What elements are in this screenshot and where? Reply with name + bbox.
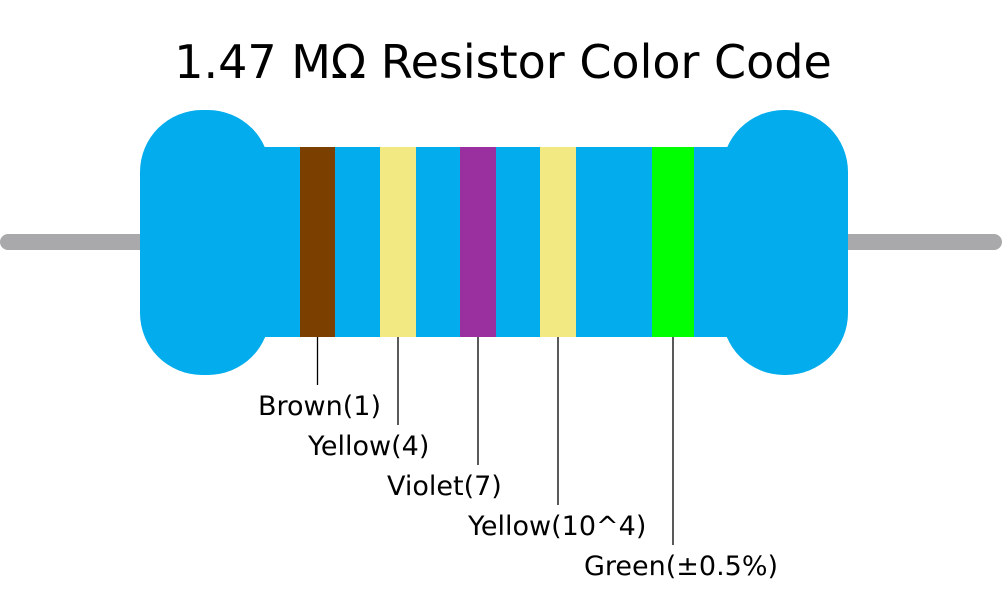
left-cap bbox=[140, 110, 270, 375]
band-label: Yellow(4) bbox=[307, 431, 429, 462]
band-label: Violet(7) bbox=[387, 471, 502, 502]
title: 1.47 MΩ Resistor Color Code bbox=[174, 35, 832, 89]
color-band bbox=[300, 147, 335, 337]
band-label: Green(±0.5%) bbox=[584, 551, 778, 582]
bands: Brown(1) Yellow(4) Violet(7) Yellow(10^4) Gr… bbox=[258, 147, 778, 582]
right-cap bbox=[722, 110, 848, 375]
band-label: Brown(1) bbox=[258, 391, 381, 422]
color-band bbox=[652, 147, 694, 337]
band-label: Yellow(10^4) bbox=[467, 511, 646, 542]
color-band bbox=[540, 147, 576, 337]
color-band bbox=[460, 147, 496, 337]
color-band bbox=[380, 147, 416, 337]
